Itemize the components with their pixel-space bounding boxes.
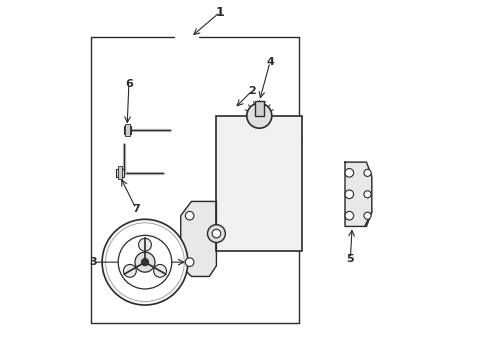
Circle shape	[364, 191, 371, 198]
Bar	[123, 126, 131, 134]
Circle shape	[185, 258, 194, 266]
Circle shape	[212, 229, 220, 238]
Text: 2: 2	[248, 86, 256, 96]
Text: 6: 6	[125, 78, 133, 89]
Circle shape	[109, 226, 181, 298]
Bar	[118, 166, 122, 179]
Circle shape	[345, 168, 354, 177]
Bar	[117, 168, 124, 177]
Polygon shape	[345, 162, 372, 226]
Circle shape	[345, 211, 354, 220]
Circle shape	[142, 258, 148, 266]
Circle shape	[364, 212, 371, 219]
Circle shape	[207, 225, 225, 243]
Circle shape	[123, 265, 136, 277]
Circle shape	[185, 211, 194, 220]
Circle shape	[247, 103, 272, 128]
Circle shape	[102, 219, 188, 305]
Bar	[255, 101, 264, 116]
Text: 7: 7	[132, 203, 140, 213]
Circle shape	[118, 235, 172, 289]
Text: 1: 1	[216, 6, 224, 19]
Circle shape	[135, 252, 155, 272]
Circle shape	[345, 190, 354, 199]
Bar	[217, 116, 302, 251]
Text: 5: 5	[346, 253, 354, 264]
Text: 3: 3	[89, 257, 97, 267]
Circle shape	[154, 265, 167, 277]
Circle shape	[106, 223, 184, 301]
Circle shape	[139, 238, 151, 251]
Text: 4: 4	[266, 57, 274, 67]
Polygon shape	[181, 202, 217, 276]
Circle shape	[364, 169, 371, 176]
Bar	[125, 123, 130, 136]
